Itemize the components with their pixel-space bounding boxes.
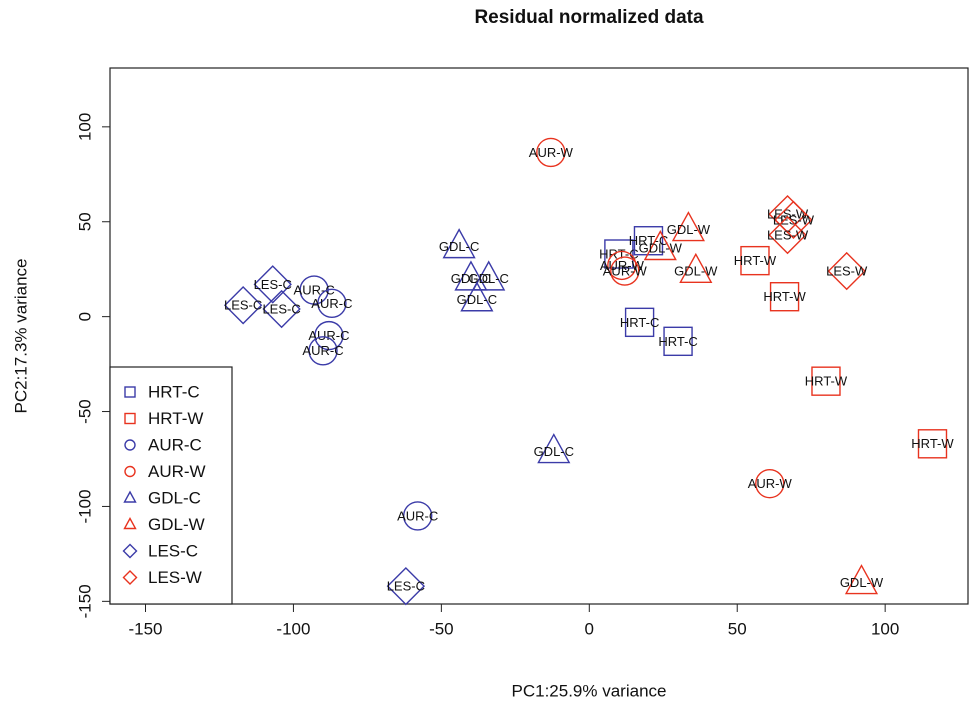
legend-marker	[122, 543, 138, 559]
point-label: AUR-C	[397, 508, 438, 523]
point-label: LES-W	[767, 227, 809, 242]
legend-marker	[124, 465, 136, 478]
point	[811, 366, 841, 396]
point	[402, 501, 433, 531]
legend-label: GDL-W	[148, 515, 205, 534]
point-label: GDL-C	[534, 444, 574, 459]
point-label: GDL-C	[457, 292, 497, 307]
y-tick-label: -50	[75, 399, 94, 424]
point	[768, 215, 807, 255]
point	[454, 260, 488, 291]
x-tick-label: -50	[429, 619, 454, 638]
point-label: LES-W	[826, 264, 868, 279]
x-tick-label: 100	[871, 619, 899, 638]
point	[442, 228, 476, 259]
point	[663, 326, 693, 357]
x-tick-label: 50	[728, 619, 747, 638]
point-label: HRT-W	[734, 253, 777, 268]
legend-marker	[122, 570, 138, 585]
point	[537, 433, 571, 464]
legend-label: AUR-C	[148, 435, 202, 454]
point-label: GDL-C	[439, 239, 479, 254]
legend-label: LES-W	[148, 568, 202, 587]
y-tick-label: 100	[75, 113, 94, 141]
point-label: GDL-W	[674, 264, 718, 279]
point	[755, 468, 785, 499]
legend-marker	[124, 439, 136, 451]
x-axis-label: PC1:25.9% variance	[512, 681, 667, 700]
point-label: LES-C	[262, 301, 300, 316]
point	[472, 260, 506, 291]
point	[740, 245, 770, 276]
point	[308, 336, 338, 366]
legend-label: HRT-W	[148, 409, 203, 428]
point-label: AUR-C	[294, 283, 335, 298]
point	[604, 239, 634, 269]
point-label: AUR-C	[302, 343, 343, 358]
y-tick-label: -150	[75, 584, 94, 618]
legend-marker	[124, 386, 136, 398]
point	[643, 230, 677, 261]
point	[827, 251, 866, 291]
point-label: HRT-W	[911, 436, 954, 451]
y-tick-label: 0	[75, 312, 94, 321]
point-label: AUR-C	[311, 296, 352, 311]
point-label: GDL-C	[468, 271, 508, 286]
point	[671, 211, 705, 242]
point-label: AUR-C	[308, 328, 349, 343]
point	[253, 265, 292, 304]
point	[679, 252, 713, 283]
point-label: GDL-W	[639, 241, 683, 256]
x-tick-label: -150	[128, 619, 162, 638]
x-tick-label: -100	[276, 619, 310, 638]
point	[844, 564, 879, 595]
point-label: HRT-C	[620, 315, 659, 330]
point-label: HRT-W	[805, 374, 848, 389]
legend-label: LES-C	[148, 541, 198, 560]
point-label: HRT-W	[763, 289, 806, 304]
legend-marker	[123, 517, 137, 530]
point	[223, 286, 263, 325]
x-tick-label: 0	[585, 619, 594, 638]
point-label: HRT-C	[658, 334, 697, 349]
point-label: LES-W	[773, 212, 815, 227]
point	[633, 226, 664, 256]
point	[314, 320, 344, 351]
y-axis-label: PC2:17.3% variance	[11, 259, 30, 414]
point	[460, 281, 494, 312]
point	[774, 200, 813, 240]
point	[386, 566, 426, 606]
legend-label: AUR-W	[148, 462, 206, 481]
point	[610, 256, 640, 286]
point	[917, 429, 948, 459]
point-label: AUR-W	[529, 145, 574, 160]
y-tick-label: -100	[75, 489, 94, 523]
legend-marker	[123, 490, 137, 503]
legend-label: HRT-C	[148, 382, 200, 401]
point	[624, 307, 655, 338]
point	[536, 137, 566, 168]
plot-frame	[109, 67, 969, 605]
point	[769, 282, 800, 312]
point	[262, 289, 301, 329]
point-label: AUR-W	[748, 476, 793, 491]
legend-label: GDL-C	[148, 488, 201, 507]
point	[607, 250, 637, 281]
y-tick-label: 50	[75, 212, 94, 231]
point-label: LES-C	[224, 298, 262, 313]
point-label: GDL-W	[840, 575, 884, 590]
point-label: HRT-C	[629, 233, 668, 248]
point-label: LES-C	[254, 277, 292, 292]
chart-title: Residual normalized data	[474, 7, 704, 28]
point	[317, 288, 347, 319]
legend-box	[109, 366, 233, 605]
point-label: LES-C	[387, 579, 425, 594]
legend-marker	[124, 412, 136, 425]
point-label: AUR-W	[603, 264, 648, 279]
point-label: GDL-W	[667, 222, 711, 237]
